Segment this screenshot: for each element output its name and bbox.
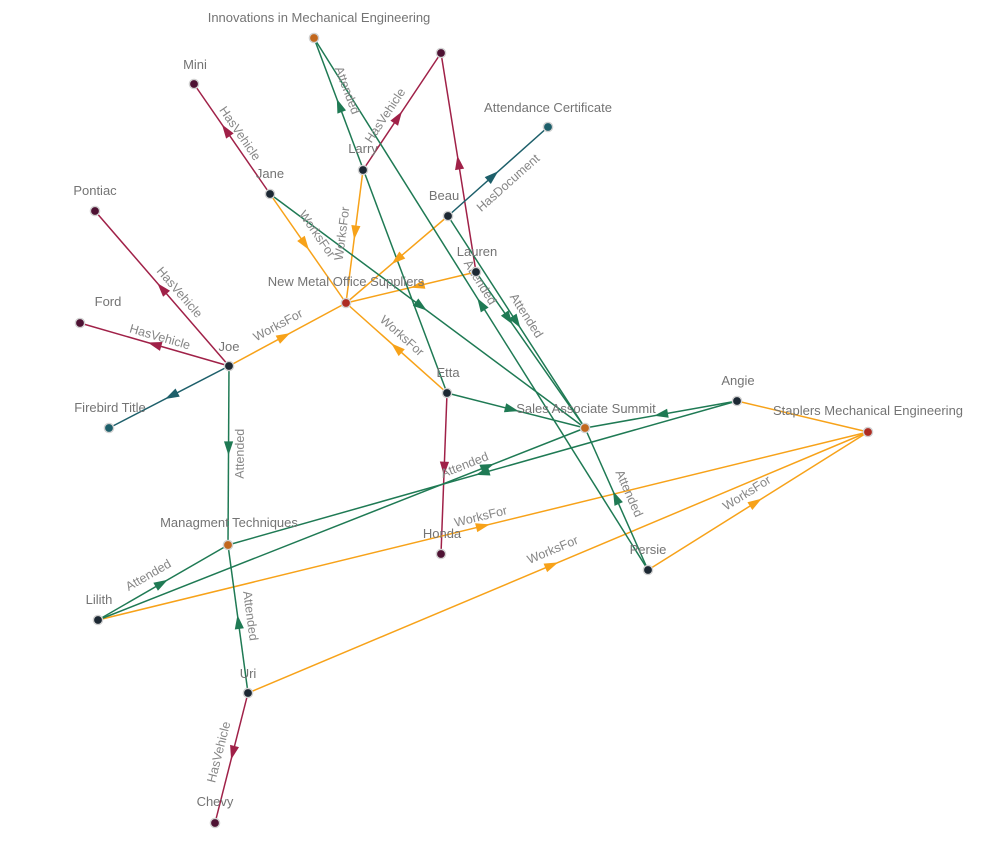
- graph-node-summit[interactable]: [579, 422, 591, 434]
- node-label-pontiac: Pontiac: [73, 183, 117, 198]
- arrowhead-worksfor-icon: [475, 523, 490, 533]
- arrowhead-worksfor-icon: [297, 235, 309, 250]
- arrowhead-hasdocument-icon: [484, 171, 499, 185]
- arrowhead-attended-icon: [477, 298, 489, 313]
- node-label-jane: Jane: [256, 166, 284, 181]
- arrowhead-attended-icon: [500, 310, 513, 325]
- node-label-larry: Larry: [348, 141, 378, 156]
- graph-node-lilith[interactable]: [92, 614, 104, 626]
- edge-etta-Attended-innovations: [313, 37, 448, 394]
- node-label-lauren: Lauren: [457, 244, 497, 259]
- arrowhead-hasvehicle-icon: [221, 124, 234, 139]
- edge-label: HasVehicle: [204, 720, 233, 784]
- graph-node-honda[interactable]: [435, 548, 447, 560]
- graph-node-angie[interactable]: [731, 395, 743, 407]
- arrowhead-attended-icon: [503, 403, 519, 413]
- edge-label-layer: HasVehicle HasVehicleHasVehicleHasVehicle…: [123, 64, 773, 784]
- edge-lilith-Attended-summit: [97, 427, 586, 621]
- edge-label: Attended: [123, 557, 173, 594]
- graph-node-cert[interactable]: [542, 121, 554, 133]
- graph-node-larry[interactable]: [357, 164, 369, 176]
- graph-node-uri[interactable]: [242, 687, 254, 699]
- arrowhead-hasvehicle-icon: [230, 744, 240, 760]
- edge-label: Attended: [233, 429, 247, 479]
- edge-joe-Attended-managment: [227, 365, 230, 546]
- node-label-mini: Mini: [183, 57, 207, 72]
- arrowhead-attended-icon: [223, 441, 234, 456]
- edge-jane-Attended-summit: [269, 193, 586, 429]
- edge-angie-WorksFor-staplers: [736, 400, 869, 433]
- arrowhead-hasvehicle-icon: [439, 461, 450, 476]
- edge-layer: [79, 37, 869, 824]
- edge-label: WorksFor: [332, 206, 353, 261]
- arrowhead-attended-icon: [654, 408, 669, 418]
- arrowhead-hasvehicle-icon: [157, 283, 171, 297]
- graph-node-lauren[interactable]: [470, 266, 482, 278]
- graph-node-mini[interactable]: [188, 78, 200, 90]
- graph-node-firebird[interactable]: [103, 422, 115, 434]
- arrowhead-attended-icon: [412, 298, 427, 311]
- arrowhead-worksfor-icon: [391, 343, 405, 357]
- edge-larry-HasVehicle-car: [362, 52, 442, 171]
- arrow-layer: [147, 98, 762, 760]
- arrowhead-attended-icon: [613, 491, 623, 506]
- node-label-etta: Etta: [436, 365, 460, 380]
- node-label-summit: Sales Associate Summit: [516, 401, 656, 416]
- node-label-chevy: Chevy: [197, 794, 234, 809]
- arrowhead-hasdocument-icon: [165, 388, 180, 399]
- node-label-newmetal: New Metal Office Suppliers: [268, 274, 425, 289]
- edge-label: WorksFor: [525, 533, 580, 567]
- arrowhead-hasvehicle-icon: [147, 342, 163, 351]
- node-label-layer: Innovations in Mechanical Engineering Min…: [73, 10, 963, 809]
- node-label-beau: Beau: [429, 188, 459, 203]
- node-label-ford: Ford: [95, 294, 122, 309]
- arrowhead-worksfor-icon: [351, 224, 361, 240]
- arrowhead-attended-icon: [479, 463, 495, 474]
- graph-node-jane[interactable]: [264, 188, 276, 200]
- graph-node-newmetal[interactable]: [340, 297, 352, 309]
- edge-label: Attended: [240, 590, 261, 642]
- graph-node-beau[interactable]: [442, 210, 454, 222]
- graph-node-joe[interactable]: [223, 360, 235, 372]
- graph-node-etta[interactable]: [441, 387, 453, 399]
- graph-node-persie[interactable]: [642, 564, 654, 576]
- edge-label: Attended: [332, 64, 363, 116]
- arrowhead-worksfor-icon: [275, 333, 291, 344]
- node-label-angie: Angie: [721, 373, 754, 388]
- graph-node-staplers[interactable]: [862, 426, 874, 438]
- graph-node-pontiac[interactable]: [89, 205, 101, 217]
- graph-node-ford[interactable]: [74, 317, 86, 329]
- node-label-innovations: Innovations in Mechanical Engineering: [208, 10, 431, 25]
- arrowhead-worksfor-icon: [410, 279, 426, 289]
- graph-node-car[interactable]: [435, 47, 447, 59]
- graph-node-managment[interactable]: [222, 539, 234, 551]
- arrowhead-worksfor-icon: [747, 498, 762, 510]
- arrowhead-worksfor-icon: [391, 251, 406, 265]
- node-label-persie: Persie: [630, 542, 667, 557]
- node-label-staplers: Staplers Mechanical Engineering: [773, 403, 963, 418]
- node-label-cert: Attendance Certificate: [484, 100, 612, 115]
- arrowhead-attended-icon: [234, 615, 244, 630]
- arrowhead-worksfor-icon: [543, 562, 559, 573]
- graph-node-chevy[interactable]: [209, 817, 221, 829]
- edge-label: HasVehicle: [216, 104, 263, 163]
- node-layer: [74, 32, 874, 829]
- edge-lauren-Attended-summit: [475, 271, 586, 429]
- node-label-lilith: Lilith: [86, 592, 113, 607]
- node-label-managment: Managment Techniques: [160, 515, 298, 530]
- node-label-firebird: Firebird Title: [74, 400, 146, 415]
- arrowhead-attended-icon: [153, 579, 168, 591]
- graph-node-innovations[interactable]: [308, 32, 320, 44]
- node-label-honda: Honda: [423, 526, 462, 541]
- arrowhead-hasvehicle-icon: [455, 155, 465, 171]
- arrowhead-attended-icon: [508, 313, 521, 328]
- node-label-joe: Joe: [219, 339, 240, 354]
- edge-jane-HasVehicle-mini: [193, 83, 271, 195]
- node-label-uri: Uri: [240, 666, 257, 681]
- arrowhead-hasvehicle-icon: [390, 111, 402, 126]
- arrowhead-attended-icon: [336, 98, 347, 114]
